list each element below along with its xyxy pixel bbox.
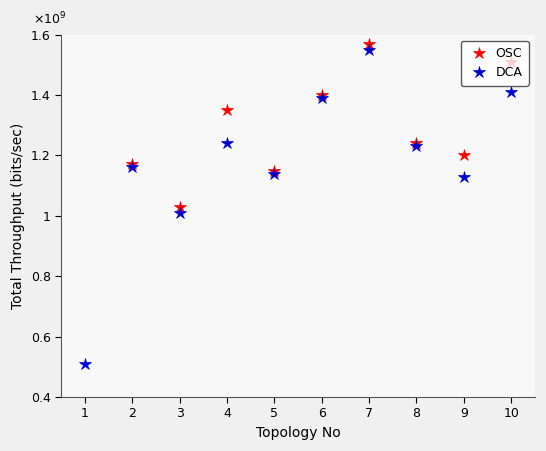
OSC [129,162,135,167]
DCA [129,165,135,170]
OSC [318,92,325,98]
OSC [271,168,277,173]
DCA [271,171,277,176]
OSC [176,204,183,209]
Line: DCA: DCA [79,43,518,370]
DCA [460,174,467,179]
X-axis label: Topology No: Topology No [256,426,340,440]
OSC [366,41,372,46]
OSC [413,141,420,146]
OSC [224,107,230,113]
DCA [508,89,514,95]
DCA [318,95,325,101]
DCA [81,361,88,366]
OSC [508,59,514,64]
Legend: OSC, DCA: OSC, DCA [460,41,529,86]
DCA [176,210,183,216]
OSC [460,153,467,158]
Line: OSC: OSC [126,37,518,213]
DCA [224,141,230,146]
Y-axis label: Total Throughput (bits/sec): Total Throughput (bits/sec) [11,123,25,309]
DCA [413,144,420,149]
DCA [366,47,372,52]
Text: $\times 10^9$: $\times 10^9$ [33,11,66,28]
